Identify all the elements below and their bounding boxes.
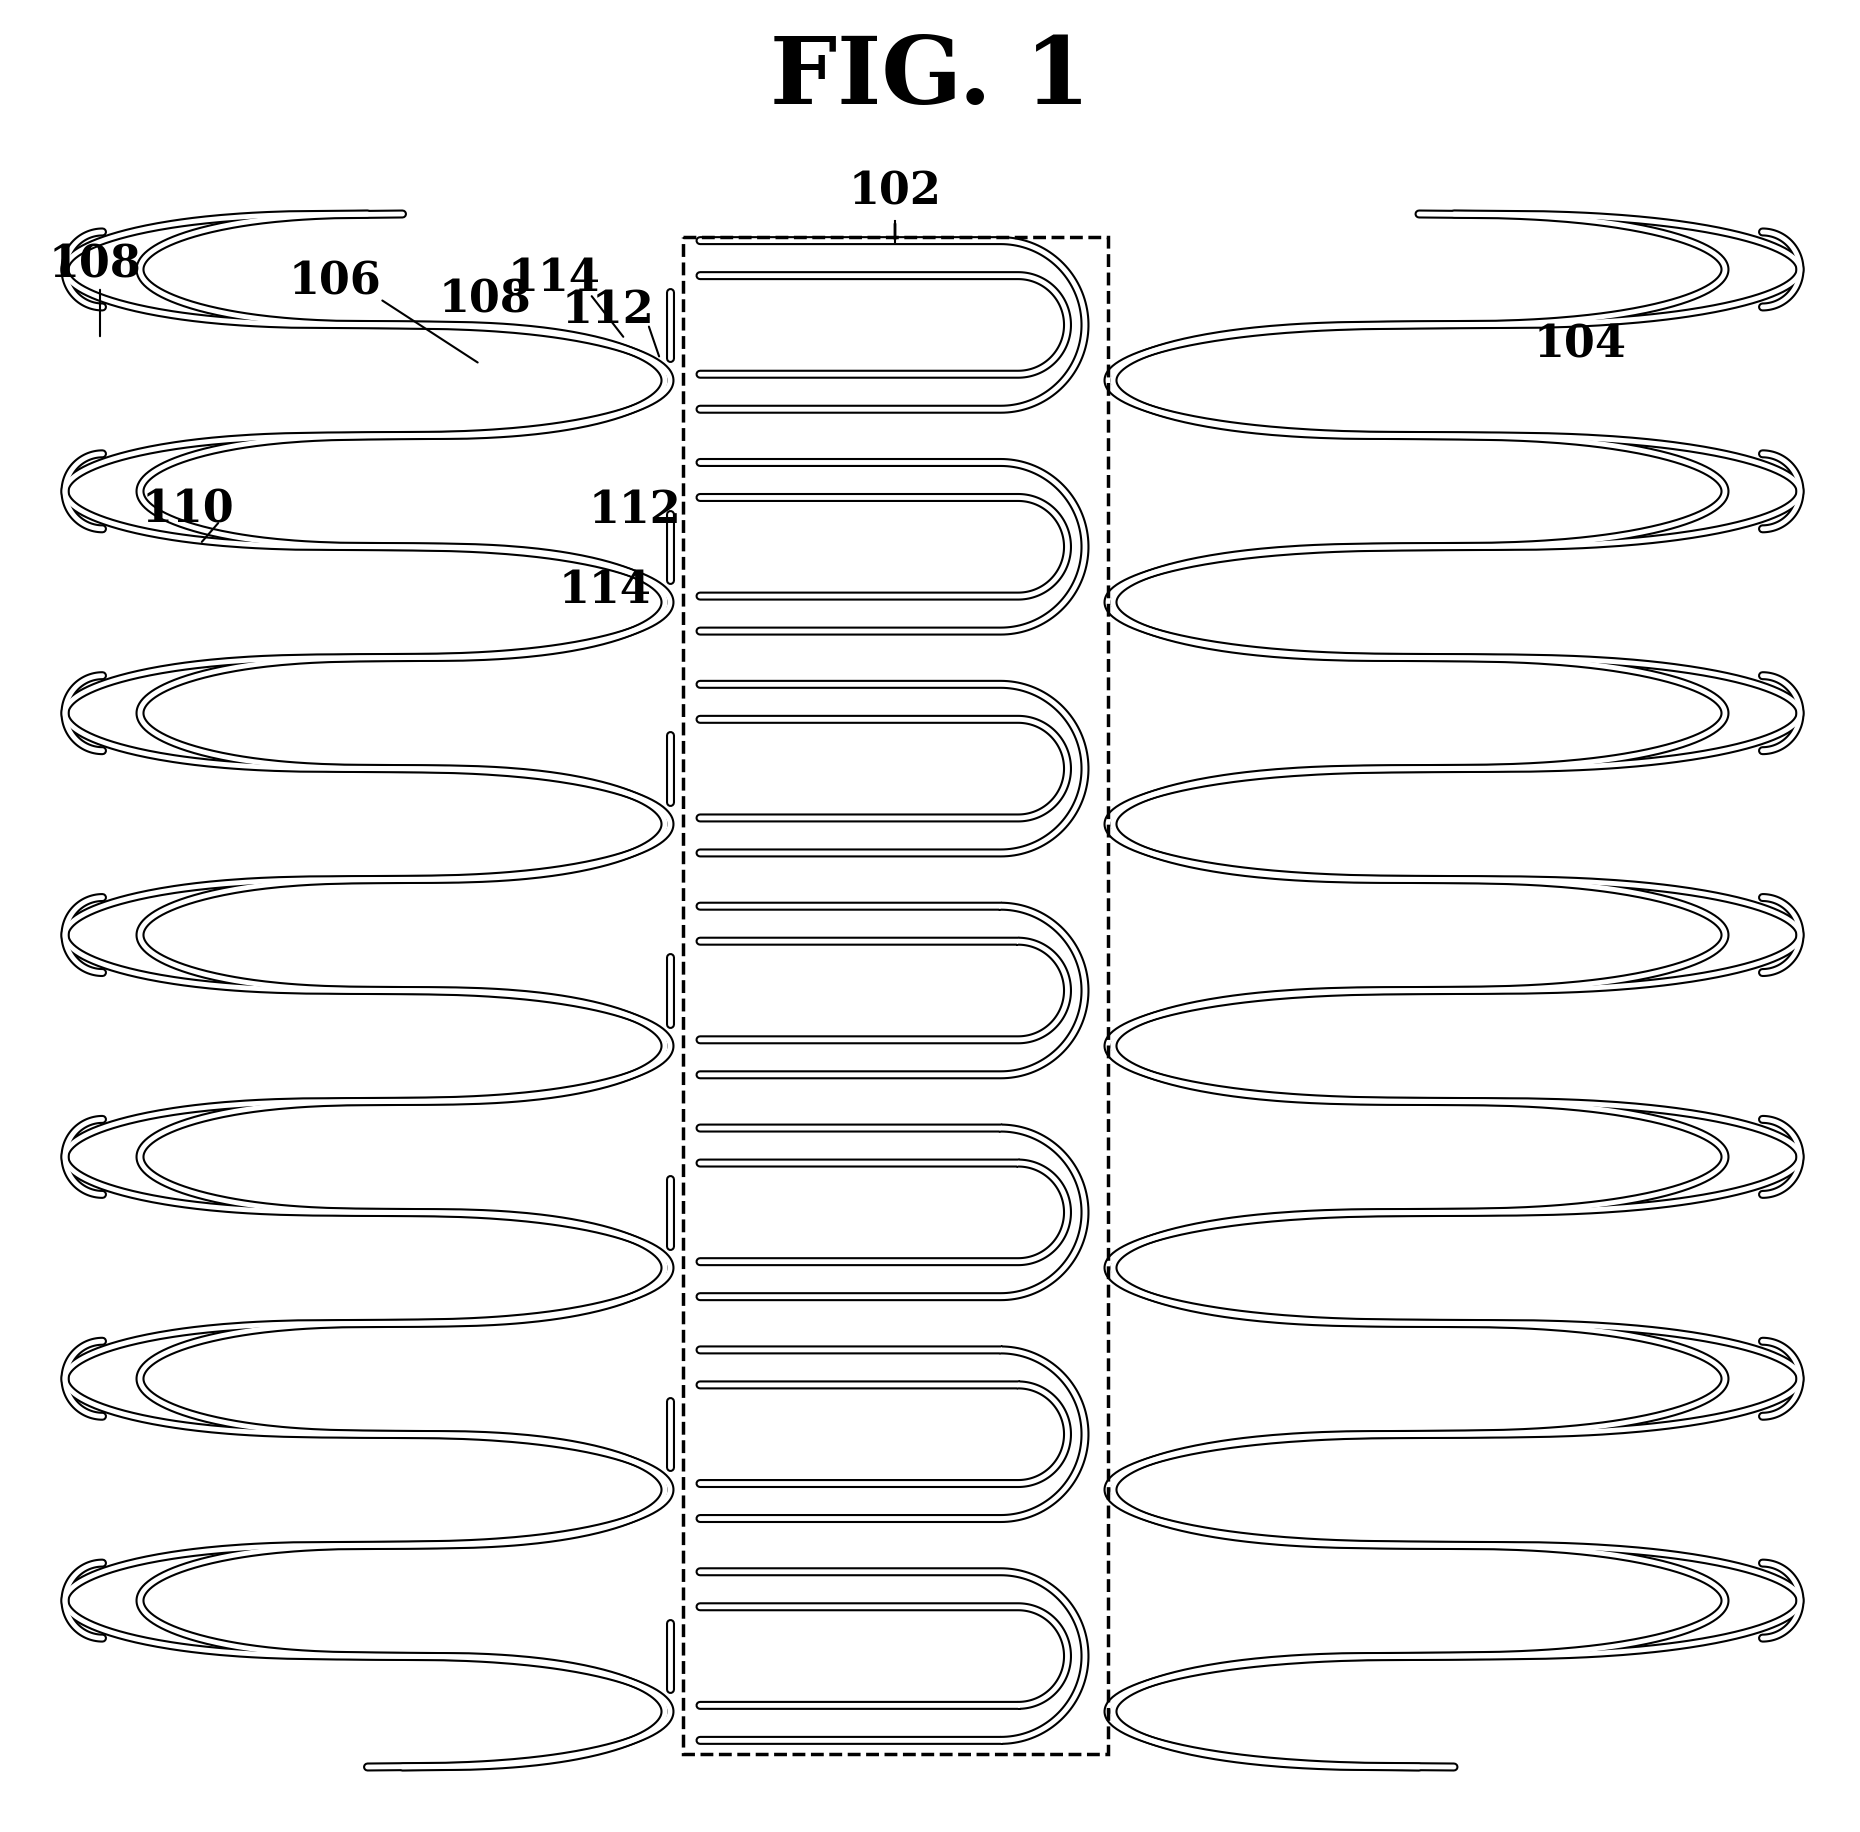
- Text: 104: 104: [1533, 322, 1626, 366]
- Text: 114: 114: [508, 256, 601, 299]
- Text: 112: 112: [588, 489, 681, 531]
- Text: 108: 108: [439, 278, 532, 321]
- Text: 112: 112: [562, 288, 655, 332]
- Text: FIG. 1: FIG. 1: [770, 33, 1090, 123]
- Text: 102: 102: [848, 170, 941, 213]
- Bar: [683, 238, 1109, 1753]
- Text: 106: 106: [288, 260, 381, 304]
- Text: 114: 114: [558, 568, 651, 612]
- Text: 110: 110: [141, 489, 234, 531]
- Text: 108: 108: [48, 244, 141, 286]
